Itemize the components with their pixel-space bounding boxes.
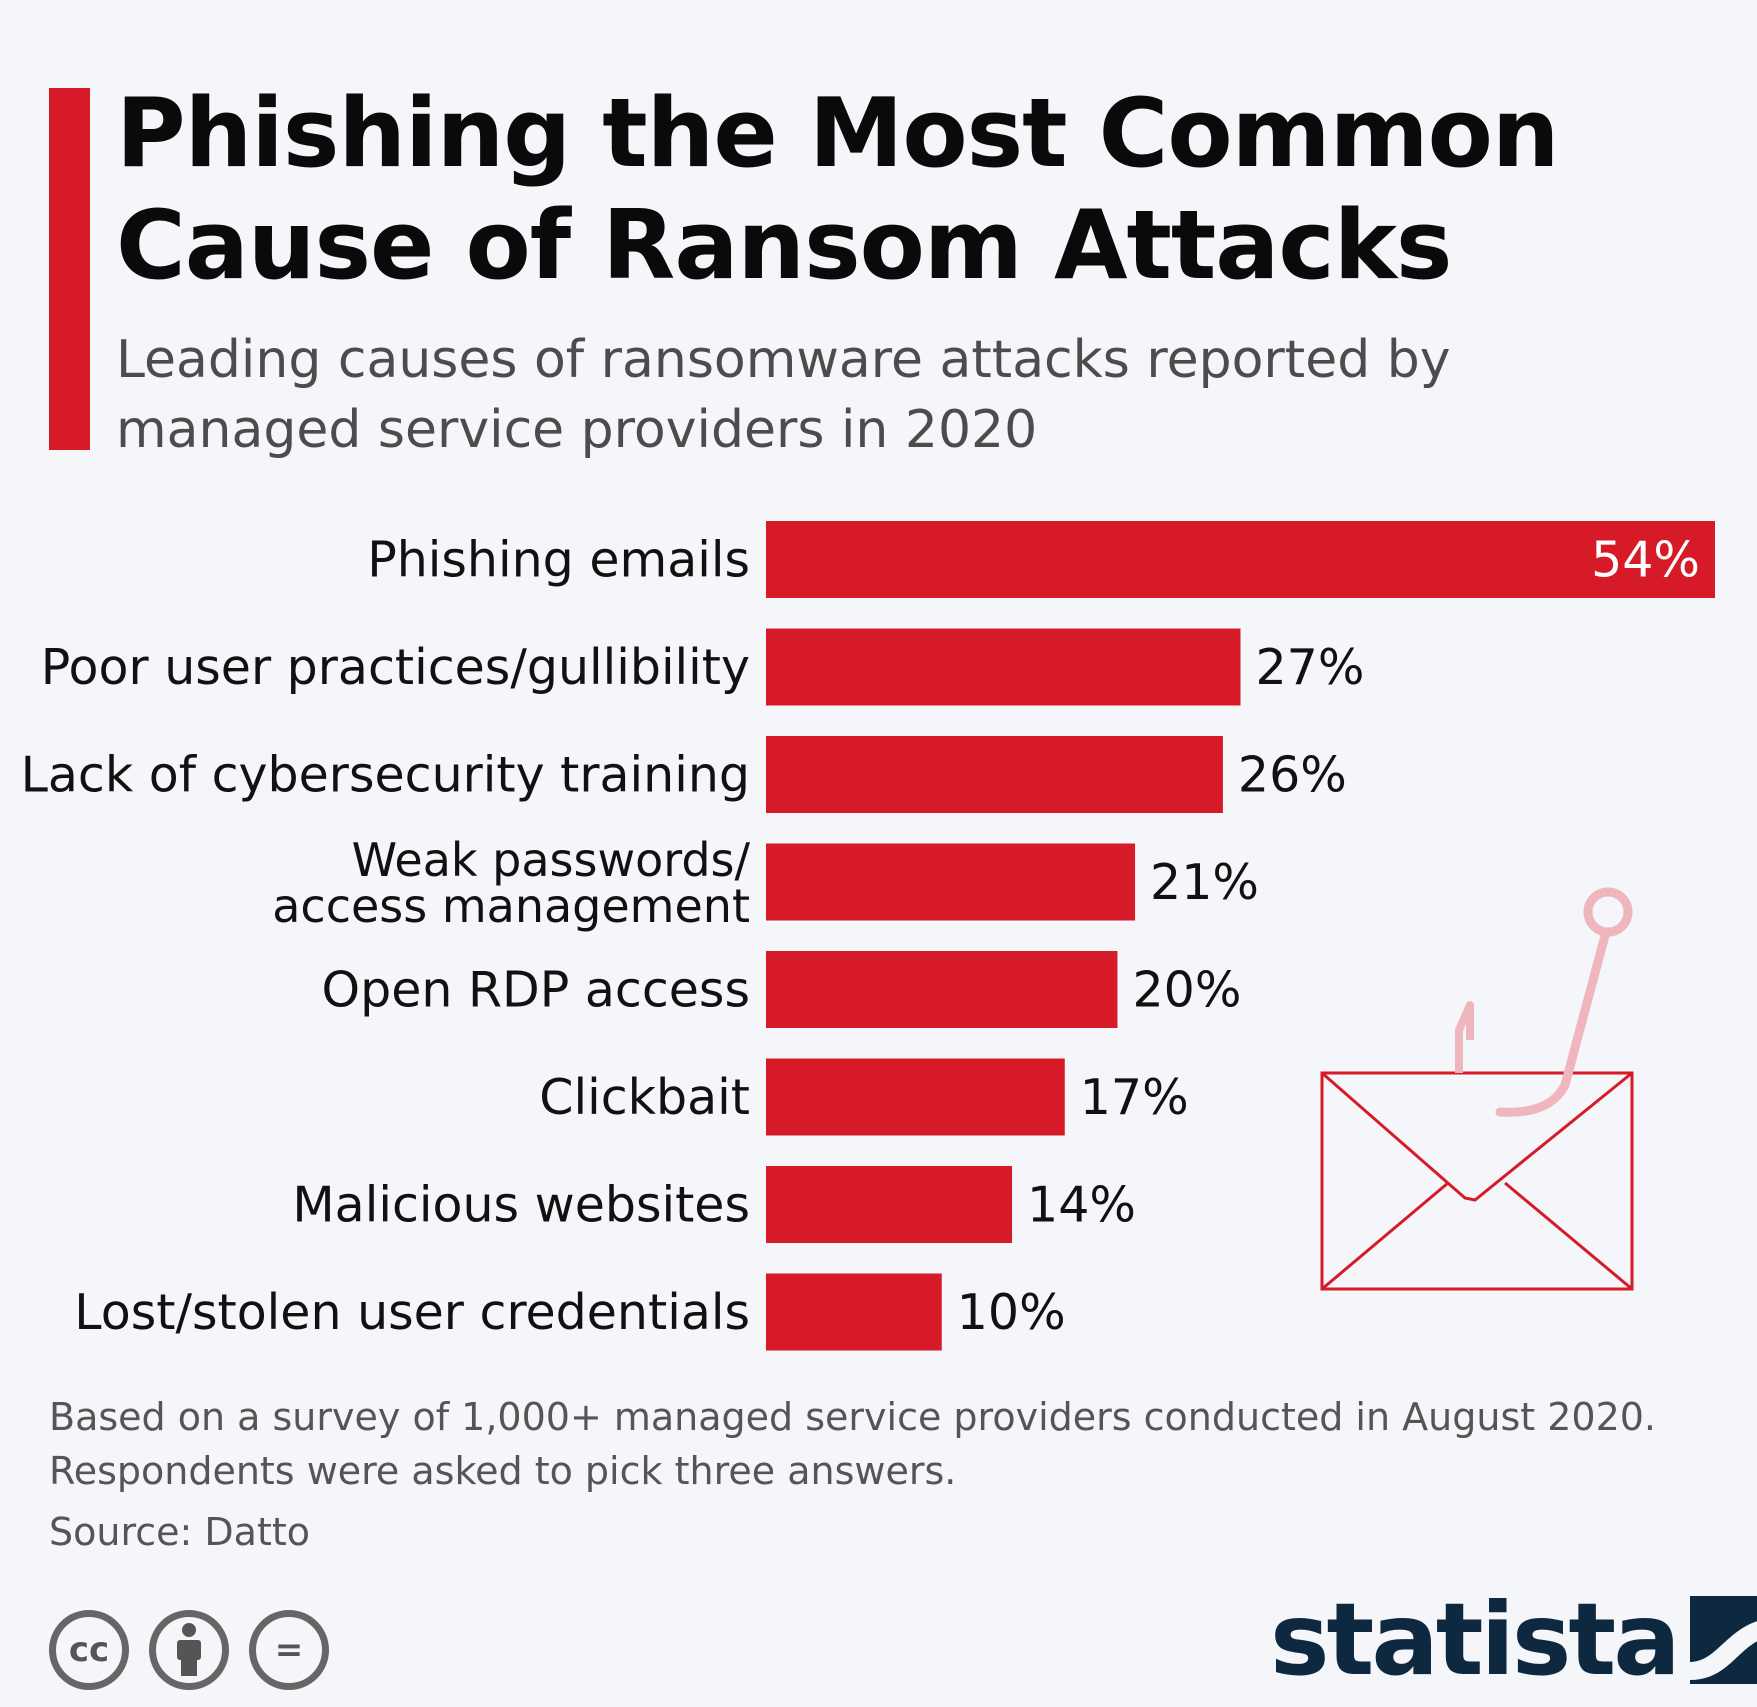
- attribution-icon[interactable]: [149, 1610, 229, 1690]
- bar-6: [766, 1166, 1013, 1243]
- category-label-0: Phishing emails: [367, 532, 750, 589]
- value-label-7: 10%: [957, 1284, 1066, 1341]
- bar-chart: 54% Phishing emails 27% Poor user practices…: [21, 521, 1715, 1351]
- value-label-0: 54%: [1591, 532, 1700, 589]
- chart-title: Phishing the Most Common Cause of Ransom…: [116, 79, 1560, 301]
- bar-1: [766, 628, 1241, 706]
- category-label-7: Lost/stolen user credentials: [74, 1284, 750, 1341]
- nd-glyph: =: [274, 1630, 304, 1670]
- survey-footnote: Based on a survey of 1,000+ managed serv…: [49, 1390, 1729, 1498]
- source-note: Source: Datto: [49, 1510, 310, 1554]
- value-label-1: 27%: [1256, 639, 1365, 696]
- bar-7: [766, 1273, 942, 1351]
- value-label-4: 20%: [1132, 962, 1241, 1019]
- category-label-3-line-1: access management: [272, 879, 750, 933]
- bar-4: [766, 951, 1118, 1028]
- value-label-6: 14%: [1027, 1177, 1136, 1234]
- statista-mark-icon: [1689, 1596, 1757, 1684]
- statista-logo[interactable]: statista: [1270, 1585, 1757, 1695]
- category-label-6: Malicious websites: [292, 1177, 750, 1234]
- license-icons: cc =: [49, 1610, 329, 1690]
- envelope-with-fishhook-icon: [1320, 887, 1634, 1291]
- value-label-3: 21%: [1150, 854, 1259, 911]
- cc-glyph: cc: [68, 1630, 110, 1670]
- brand-wordmark: statista: [1270, 1581, 1681, 1698]
- value-label-5: 17%: [1080, 1069, 1189, 1126]
- footnote-line-1: Based on a survey of 1,000+ managed serv…: [49, 1395, 1657, 1439]
- person-glyph: [177, 1623, 201, 1676]
- bar-5: [766, 1058, 1065, 1136]
- category-label-1: Poor user practices/gullibility: [41, 639, 750, 696]
- category-label-5: Clickbait: [539, 1069, 750, 1126]
- cc-icon[interactable]: cc: [49, 1610, 129, 1690]
- chart-subtitle: Leading causes of ransomware attacks rep…: [116, 330, 1451, 460]
- bar-0: [766, 521, 1715, 598]
- bar-3: [766, 843, 1136, 921]
- value-label-2: 26%: [1238, 747, 1347, 804]
- footnote-line-2: Respondents were asked to pick three ans…: [49, 1449, 957, 1493]
- title-accent-bar: [49, 88, 90, 450]
- bars-layer: 54% Phishing emails 27% Poor user practices…: [21, 521, 1715, 1351]
- no-derivatives-icon[interactable]: =: [249, 1610, 329, 1690]
- category-label-2: Lack of cybersecurity training: [21, 747, 750, 804]
- category-label-3-line-0: Weak passwords/: [352, 833, 751, 887]
- bar-2: [766, 736, 1223, 813]
- category-label-4: Open RDP access: [322, 962, 750, 1019]
